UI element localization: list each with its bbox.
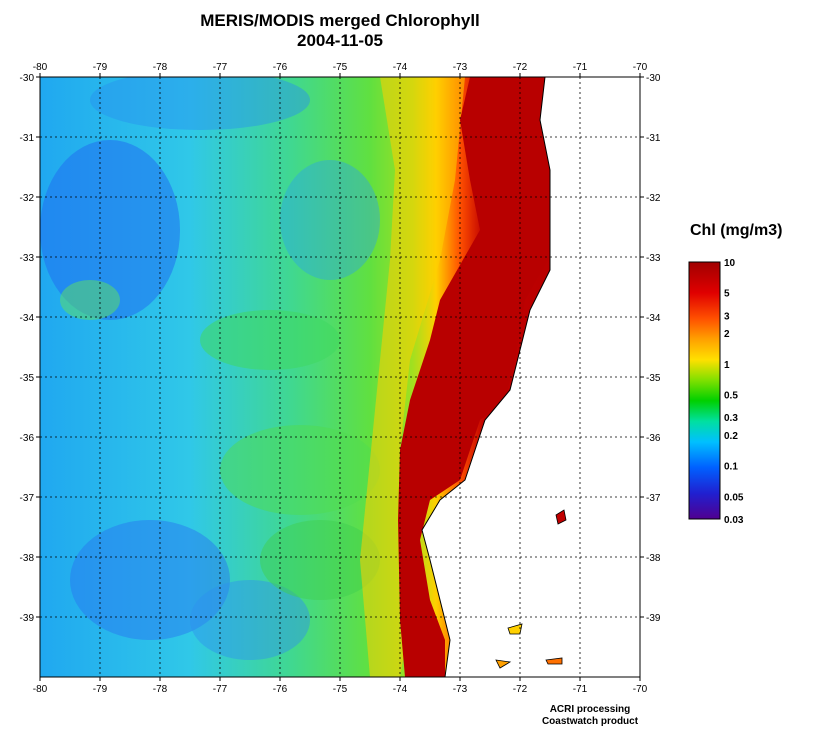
lat-label-left: -33 — [20, 253, 35, 264]
lat-label-left: -37 — [20, 493, 35, 504]
colorbar-tick-label: 10 — [724, 258, 736, 269]
lat-label-right: -32 — [646, 193, 661, 204]
lat-label-right: -33 — [646, 253, 661, 264]
lon-label-top: -80 — [33, 62, 48, 73]
lat-label-right: -30 — [646, 73, 661, 84]
lat-label-left: -35 — [20, 373, 35, 384]
lon-label-top: -72 — [513, 62, 528, 73]
lon-label-top: -70 — [633, 62, 648, 73]
grid-lines — [36, 73, 644, 681]
lat-label-right: -36 — [646, 433, 661, 444]
lat-label-left: -30 — [20, 73, 35, 84]
map-title: MERIS/MODIS merged Chlorophyll — [200, 11, 480, 30]
lon-label-bottom: -79 — [93, 684, 108, 695]
colorbar-tick-label: 0.03 — [724, 515, 744, 526]
lon-label-bottom: -73 — [453, 684, 468, 695]
lat-label-left: -38 — [20, 553, 35, 564]
colorbar-tick-label: 1 — [724, 360, 730, 371]
lon-label-top: -77 — [213, 62, 228, 73]
lon-label-top: -75 — [333, 62, 348, 73]
lon-label-bottom: -70 — [633, 684, 648, 695]
lon-label-top: -78 — [153, 62, 168, 73]
lon-label-top: -71 — [573, 62, 588, 73]
lon-label-bottom: -76 — [273, 684, 288, 695]
colorbar-tick-label: 2 — [724, 329, 730, 340]
lat-label-left: -39 — [20, 613, 35, 624]
colorbar-labels: 10 5 3 2 1 0.5 0.3 0.2 0.1 0.05 0.03 — [724, 258, 744, 526]
colorbar-tick-label: 0.05 — [724, 492, 744, 503]
map-date: 2004-11-05 — [296, 31, 384, 50]
lat-label-right: -39 — [646, 613, 661, 624]
lon-label-bottom: -75 — [333, 684, 348, 695]
lon-label-top: -76 — [273, 62, 288, 73]
lat-label-right: -38 — [646, 553, 661, 564]
colorbar-tick-label: 5 — [724, 289, 730, 300]
lat-label-left: -32 — [20, 193, 35, 204]
lon-label-bottom: -72 — [513, 684, 528, 695]
colorbar-title: Chl (mg/m3) — [690, 222, 783, 239]
colorbar — [688, 261, 721, 520]
lon-label-bottom: -78 — [153, 684, 168, 695]
lat-label-left: -36 — [20, 433, 35, 444]
lat-label-right: -37 — [646, 493, 661, 504]
footer-processing: ACRI processing — [549, 704, 631, 715]
map-frame — [39, 76, 641, 678]
colorbar-tick-label: 0.1 — [724, 462, 738, 473]
lon-label-top: -74 — [393, 62, 408, 73]
lat-label-right: -31 — [646, 133, 661, 144]
lon-label-bottom: -80 — [33, 684, 48, 695]
colorbar-tick-label: 0.5 — [724, 391, 738, 402]
axis-tick-labels: -80 -80 -79 -79 -78 -78 -77 -77 -76 -76 -75 -75 -74 -… — [20, 62, 661, 695]
lon-label-top: -73 — [453, 62, 468, 73]
colorbar-tick-label: 0.3 — [724, 413, 738, 424]
colorbar-tick-label: 3 — [724, 311, 730, 322]
lat-label-right: -34 — [646, 313, 661, 324]
lat-label-left: -34 — [20, 313, 35, 324]
footer-product: Coastwatch product — [541, 716, 639, 727]
lon-label-bottom: -77 — [213, 684, 228, 695]
lon-label-bottom: -71 — [573, 684, 588, 695]
lon-label-bottom: -74 — [393, 684, 408, 695]
lat-label-right: -35 — [646, 373, 661, 384]
lon-label-top: -79 — [93, 62, 108, 73]
colorbar-tick-label: 0.2 — [724, 431, 738, 442]
lat-label-left: -31 — [20, 133, 35, 144]
